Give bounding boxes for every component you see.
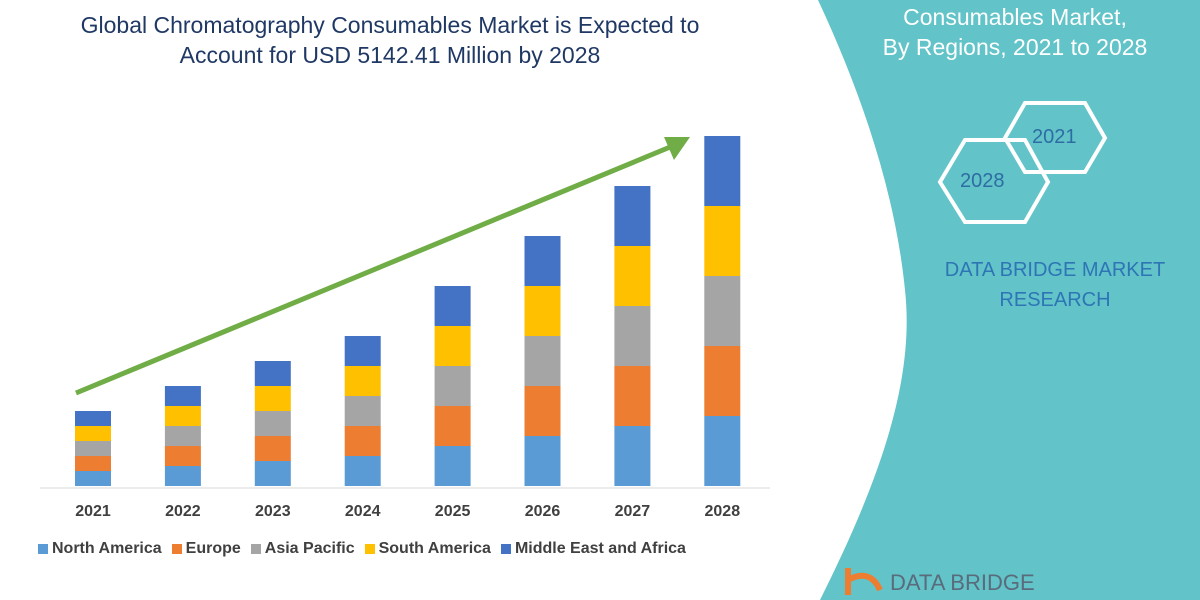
legend-swatch: [38, 544, 48, 554]
bar-segment-2028-europe: [704, 346, 741, 416]
bar-segment-2023-south-america: [254, 386, 291, 411]
bar-segment-2027-europe: [614, 366, 651, 426]
bar-segment-2025-south-america: [434, 326, 471, 366]
legend-swatch: [171, 544, 182, 554]
bar-segment-2026-asia-pacific: [524, 336, 561, 386]
bar-segment-2024-south-america: [344, 366, 381, 396]
chart-title: Global Chromatography Consumables Market…: [60, 10, 720, 70]
bar-segment-2024-middle-east-and-africa: [344, 336, 381, 366]
legend-item: Asia Pacific: [250, 540, 355, 558]
bar-segment-2024-north-america: [344, 456, 381, 486]
bar-segment-2026-north-america: [524, 436, 561, 486]
bar-segment-2027-north-america: [614, 426, 651, 486]
legend-item: South America: [364, 540, 491, 558]
bar-segment-2021-middle-east-and-africa: [75, 411, 111, 426]
legend: North America Europe Asia Pacific South Ame…: [38, 540, 686, 558]
x-tick-label: 2024: [344, 503, 381, 520]
bar-segment-2028-south-america: [704, 206, 741, 276]
bar-segment-2025-middle-east-and-africa: [434, 286, 471, 326]
legend-item: North America: [38, 540, 162, 558]
bar-segment-2022-asia-pacific: [164, 426, 201, 446]
legend-swatch: [364, 544, 375, 554]
bar-segment-2023-north-america: [254, 461, 291, 486]
legend-item: Middle East and Africa: [500, 540, 686, 558]
bar-segment-2021-north-america: [75, 471, 111, 486]
bar-segment-2022-europe: [164, 446, 201, 466]
side-title: Consumables Market, By Regions, 2021 to …: [850, 2, 1180, 62]
teal-side-panel: [818, 0, 1200, 600]
legend-label: Asia Pacific: [264, 540, 355, 557]
bar-segment-2022-north-america: [164, 466, 201, 486]
hexagon-2028: [937, 138, 1051, 224]
bar-segment-2023-middle-east-and-africa: [254, 361, 291, 386]
legend-label: North America: [52, 540, 162, 557]
x-tick-label: 2028: [704, 503, 741, 520]
brand-text: DATA BRIDGE MARKET RESEARCH: [920, 255, 1190, 315]
bar-segment-2028-north-america: [704, 416, 741, 486]
bar-segment-2027-middle-east-and-africa: [614, 186, 651, 246]
x-tick-label: 2022: [165, 503, 201, 520]
brand-line-1: DATA BRIDGE MARKET: [944, 259, 1166, 281]
x-tick-label: 2021: [75, 503, 111, 520]
bar-segment-2027-asia-pacific: [614, 306, 651, 366]
legend-item: Europe: [171, 540, 241, 558]
bar-segment-2024-asia-pacific: [344, 396, 381, 426]
bar-segment-2022-middle-east-and-africa: [164, 386, 201, 406]
bar-segment-2027-south-america: [614, 246, 651, 306]
bar-segment-2021-europe: [75, 456, 111, 471]
legend-label: Middle East and Africa: [514, 540, 686, 557]
bar-segment-2021-asia-pacific: [75, 441, 111, 456]
legend-swatch: [500, 544, 511, 554]
bar-segment-2028-asia-pacific: [704, 276, 741, 346]
bar-segment-2022-south-america: [164, 406, 201, 426]
x-tick-label: 2026: [524, 503, 561, 520]
bar-segment-2021-south-america: [75, 426, 111, 441]
x-tick-label: 2023: [255, 503, 291, 520]
bar-segment-2028-middle-east-and-africa: [704, 136, 741, 206]
logo-text: DATA BRIDGE: [890, 570, 1035, 595]
legend-swatch: [250, 544, 261, 554]
title-line-2: Account for USD 5142.41 Million by 2028: [179, 42, 601, 68]
bar-segment-2026-south-america: [524, 286, 561, 336]
trend-arrow: [75, 137, 690, 396]
logo-icon: [845, 568, 883, 595]
legend-label: South America: [378, 540, 491, 557]
bar-segment-2023-europe: [254, 436, 291, 461]
bar-segment-2024-europe: [344, 426, 381, 456]
side-title-line-2: By Regions, 2021 to 2028: [882, 34, 1148, 60]
bar-segment-2025-asia-pacific: [434, 366, 471, 406]
x-tick-label: 2027: [614, 503, 651, 520]
hex-label-2021: 2021: [1032, 126, 1077, 148]
legend-label: Europe: [185, 540, 241, 557]
bar-segment-2026-middle-east-and-africa: [524, 236, 561, 286]
bar-segment-2023-asia-pacific: [254, 411, 291, 436]
side-title-line-1: Consumables Market,: [903, 4, 1127, 30]
brand-line-2: RESEARCH: [999, 289, 1111, 311]
x-tick-label: 2025: [434, 503, 471, 520]
bar-segment-2025-europe: [434, 406, 471, 446]
title-line-1: Global Chromatography Consumables Market…: [80, 12, 700, 38]
bar-segment-2026-europe: [524, 386, 561, 436]
hex-label-2028: 2028: [960, 170, 1005, 192]
bar-segment-2025-north-america: [434, 446, 471, 486]
